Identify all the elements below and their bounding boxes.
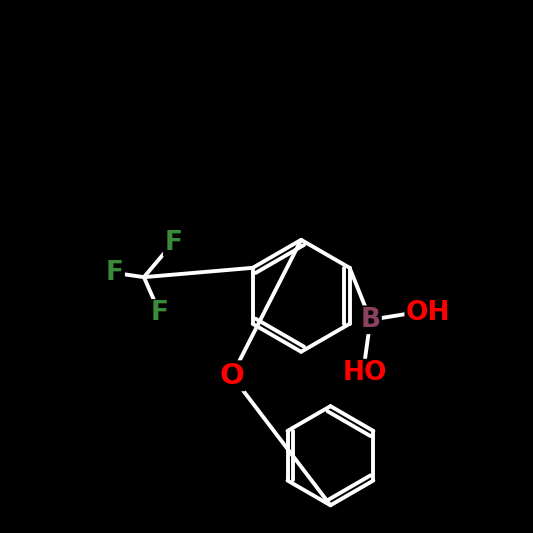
Text: F: F <box>151 301 169 326</box>
Text: O: O <box>220 362 244 390</box>
Text: B: B <box>360 307 381 333</box>
Text: F: F <box>106 260 124 286</box>
Text: HO: HO <box>343 360 387 386</box>
Text: OH: OH <box>406 300 450 326</box>
Text: F: F <box>164 230 182 255</box>
